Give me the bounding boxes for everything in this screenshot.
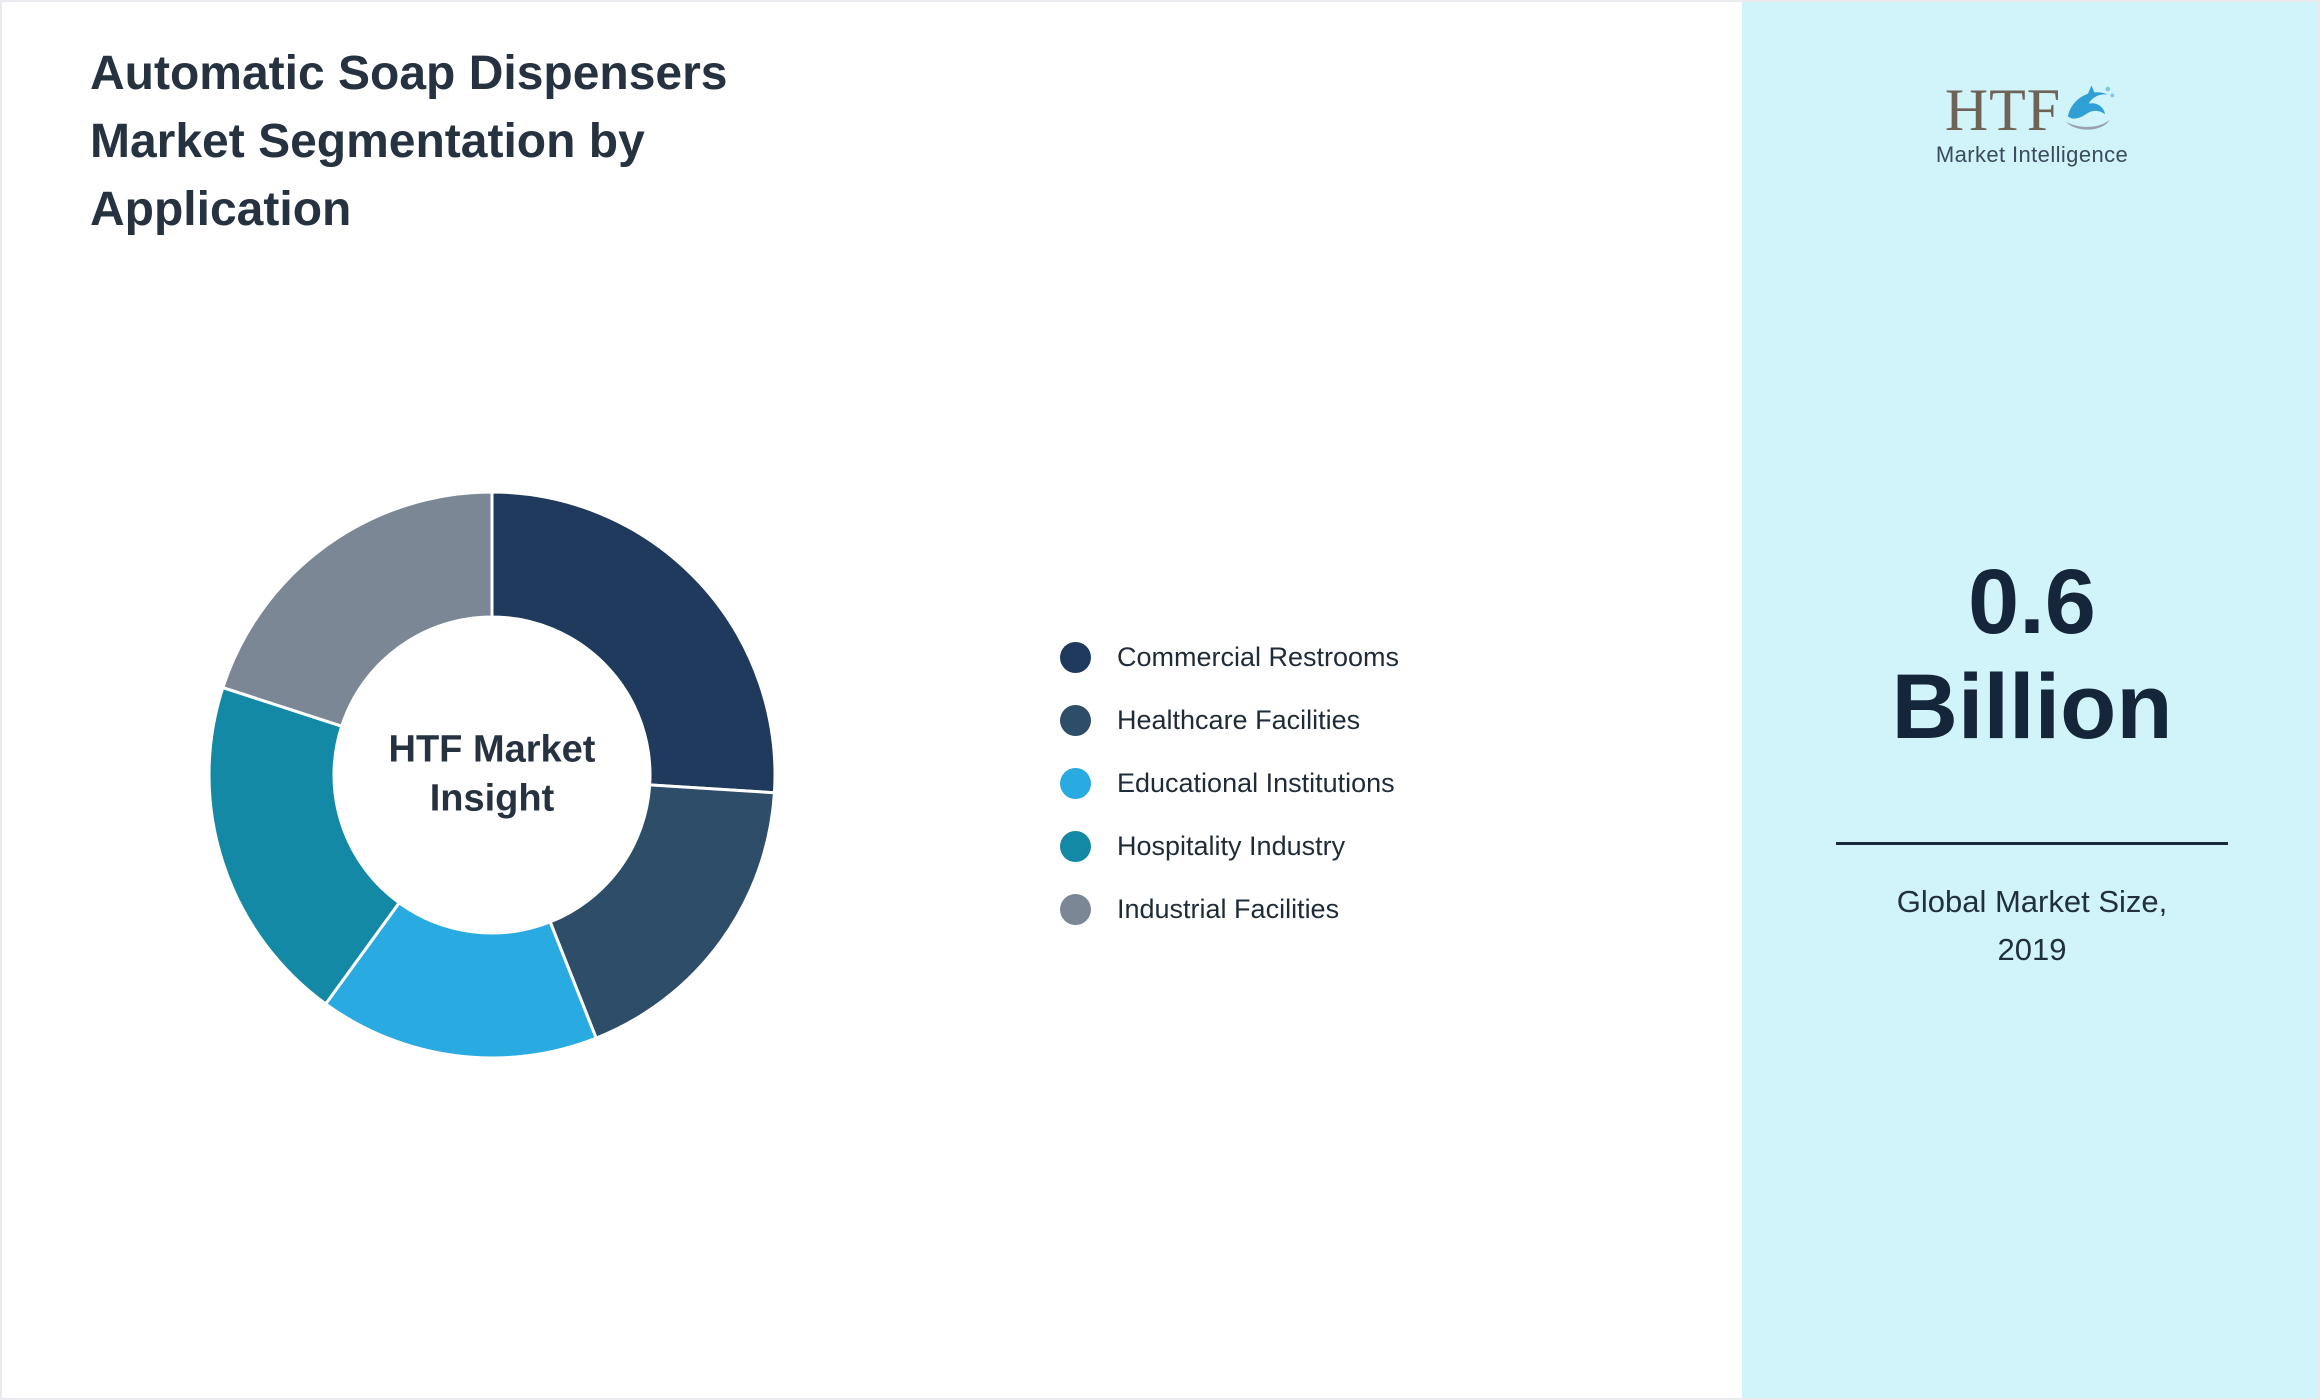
legend-swatch bbox=[1060, 831, 1091, 862]
legend-item: Educational Institutions bbox=[1060, 768, 1399, 799]
legend-item: Healthcare Facilities bbox=[1060, 705, 1399, 736]
logo: HTF Market Intelligence bbox=[1936, 80, 2128, 168]
legend-item: Industrial Facilities bbox=[1060, 894, 1399, 925]
caption-line2: 2019 bbox=[1997, 932, 2067, 968]
legend-label: Industrial Facilities bbox=[1117, 894, 1340, 924]
donut-slice-0 bbox=[490, 490, 777, 795]
dolphin-logo-icon bbox=[2066, 85, 2115, 130]
logo-text: HTF bbox=[1944, 77, 2062, 143]
donut-chart bbox=[207, 490, 777, 1060]
legend-label: Commercial Restrooms bbox=[1117, 642, 1400, 672]
legend-label: Educational Institutions bbox=[1117, 768, 1395, 798]
market-size-value: 0.6 Billion bbox=[1742, 550, 2318, 760]
caption-line1: Global Market Size, bbox=[1896, 884, 2168, 919]
legend-swatch bbox=[1060, 768, 1091, 799]
center-label-line2: Insight bbox=[429, 778, 555, 820]
logo-subtext: Market Intelligence bbox=[1935, 142, 2129, 167]
legend-label: Hospitality Industry bbox=[1117, 831, 1346, 861]
legend-swatch bbox=[1060, 642, 1091, 673]
page-title: Automatic Soap Dispensers Market Segment… bbox=[90, 47, 728, 237]
stat-line2: Billion bbox=[1891, 655, 2173, 758]
stat-line1: 0.6 bbox=[1968, 551, 2096, 653]
center-label-line1: HTF Market bbox=[388, 728, 596, 771]
donut-slice-3 bbox=[207, 685, 402, 1007]
legend-item: Hospitality Industry bbox=[1060, 831, 1399, 862]
chart-legend: Commercial Restrooms Healthcare Facilitie… bbox=[1060, 642, 1399, 925]
legend-swatch bbox=[1060, 705, 1091, 736]
logo-row: HTF bbox=[1936, 80, 2128, 140]
right-panel: HTF Market Intelligence 0.6 Billion Glob… bbox=[1742, 2, 2318, 1398]
donut-chart-area: HTF Market Insight bbox=[197, 480, 787, 1070]
donut-slice-2 bbox=[323, 900, 599, 1060]
market-size-caption: Global Market Size, 2019 bbox=[1742, 878, 2318, 974]
legend-swatch bbox=[1060, 894, 1091, 925]
legend-label: Healthcare Facilities bbox=[1117, 705, 1361, 735]
donut-slice-1 bbox=[548, 783, 777, 1041]
legend-item: Commercial Restrooms bbox=[1060, 642, 1399, 673]
donut-slice-4 bbox=[220, 490, 494, 729]
divider bbox=[1836, 842, 2228, 845]
donut-center-label: HTF Market Insight bbox=[342, 726, 642, 825]
